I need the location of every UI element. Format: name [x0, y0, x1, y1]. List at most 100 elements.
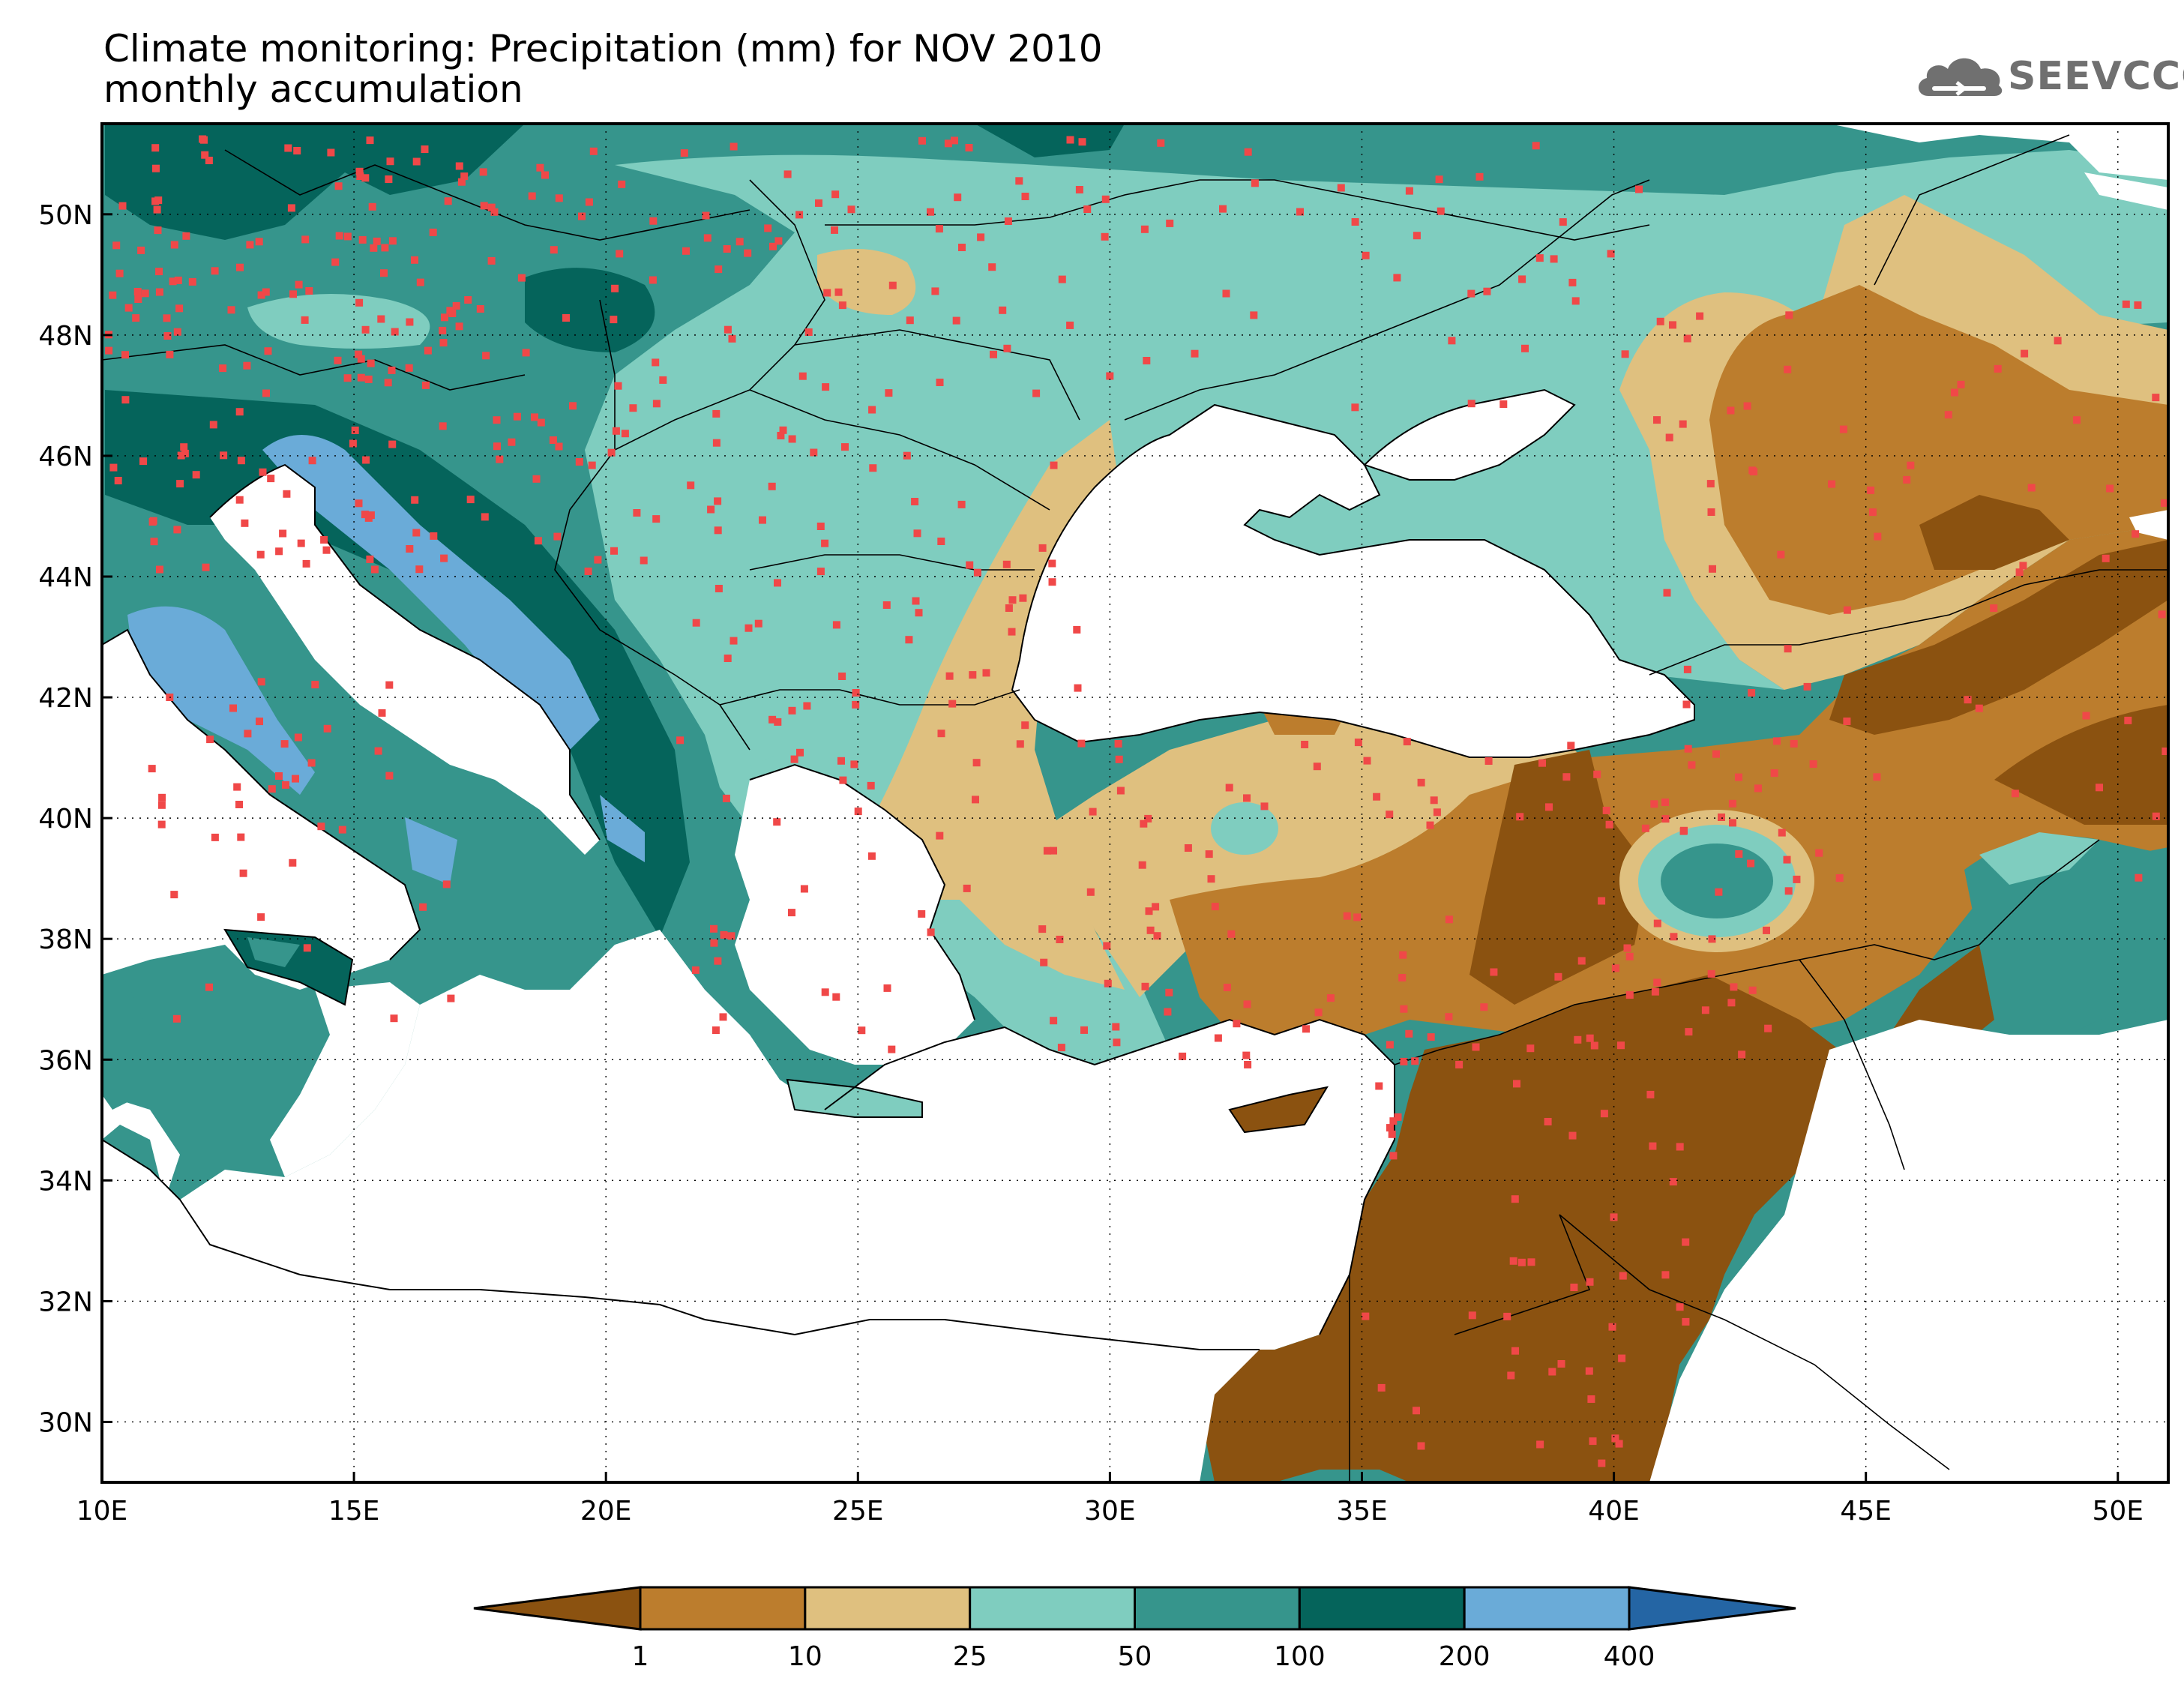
station-dot	[292, 775, 299, 783]
station-dot	[1535, 254, 1544, 262]
station-dot	[256, 550, 265, 559]
station-dot	[2019, 562, 2027, 570]
station-dot	[331, 258, 340, 266]
station-dot	[355, 298, 364, 307]
station-dot	[1417, 1442, 1425, 1450]
station-dot	[384, 379, 392, 387]
station-dot	[181, 449, 189, 457]
station-dot	[1706, 480, 1715, 488]
station-dot	[361, 325, 370, 334]
station-dot	[714, 497, 722, 505]
station-dot	[528, 192, 536, 200]
station-dot	[1509, 1257, 1517, 1265]
station-dot	[1138, 861, 1146, 869]
station-dot	[1413, 1407, 1420, 1415]
station-dot	[1784, 365, 1792, 373]
station-dot	[911, 498, 919, 505]
station-dot	[1078, 138, 1086, 146]
station-dot	[1669, 1178, 1677, 1186]
station-dot	[954, 193, 962, 202]
station-dot	[302, 559, 310, 568]
station-dot	[712, 1026, 720, 1034]
station-dot	[1448, 337, 1456, 345]
station-dot	[1140, 225, 1149, 233]
station-dot	[2011, 790, 2019, 798]
station-dot	[1243, 1000, 1251, 1008]
station-dot	[2054, 337, 2062, 345]
station-dot	[1944, 411, 1952, 419]
station-dot	[1727, 406, 1735, 415]
station-dot	[320, 536, 328, 544]
station-dot	[241, 519, 249, 527]
station-dot	[1038, 925, 1047, 933]
station-dot	[1571, 297, 1580, 305]
station-dot	[1621, 350, 1629, 358]
station-dot	[301, 235, 310, 244]
station-dot	[773, 818, 781, 826]
station-dot	[2106, 484, 2114, 493]
station-dot	[1377, 1383, 1386, 1392]
station-dot	[1157, 139, 1165, 147]
station-dot	[294, 733, 302, 742]
station-dot	[712, 409, 721, 418]
station-dot	[1101, 232, 1109, 241]
station-dot	[744, 249, 752, 257]
station-dot	[1507, 1371, 1515, 1380]
station-dot	[1574, 1035, 1582, 1044]
station-dot	[1625, 952, 1634, 960]
station-dot	[412, 157, 421, 166]
station-dot	[1653, 919, 1661, 927]
station-dot	[594, 556, 602, 564]
station-dot	[246, 241, 254, 249]
station-dot	[388, 440, 397, 448]
station-dot	[1707, 969, 1715, 978]
coastlines	[102, 134, 2168, 1482]
station-dot	[390, 1014, 398, 1023]
station-dot	[1536, 1440, 1544, 1449]
station-dot	[163, 332, 172, 340]
station-dot	[927, 928, 935, 936]
station-dot	[1005, 604, 1013, 612]
station-dot	[237, 833, 245, 841]
station-dot	[1251, 179, 1259, 187]
station-dot	[236, 263, 244, 271]
station-dot	[1386, 1124, 1394, 1132]
station-dot	[1748, 986, 1757, 994]
station-dot	[305, 287, 313, 295]
station-dot	[958, 244, 966, 251]
station-dot	[289, 290, 297, 298]
station-dot	[1682, 1238, 1690, 1246]
station-dot	[2134, 301, 2142, 309]
station-dot	[1743, 402, 1751, 410]
station-dot	[317, 823, 325, 831]
station-dot	[1445, 1013, 1453, 1021]
y-tick-label: 32N	[38, 1287, 93, 1317]
x-tick-label: 15E	[328, 1496, 380, 1527]
station-dot	[1302, 1025, 1310, 1033]
station-dot	[1103, 942, 1111, 950]
station-dot	[1532, 142, 1540, 150]
station-dot	[1778, 829, 1786, 837]
station-dot	[868, 406, 876, 414]
station-dot	[323, 724, 331, 733]
station-dot	[963, 884, 971, 892]
station-dot	[1472, 1043, 1480, 1051]
station-dot	[513, 412, 521, 421]
station-dot	[466, 496, 475, 504]
station-dot	[257, 678, 265, 686]
station-dot	[370, 565, 379, 574]
station-dot	[256, 718, 263, 726]
station-dot	[1043, 846, 1051, 855]
station-dot	[1191, 349, 1199, 358]
station-dot	[1386, 811, 1394, 819]
station-dot	[2122, 300, 2130, 308]
station-dot	[1518, 275, 1526, 283]
station-dot	[973, 568, 981, 577]
legend-colorbar: 1 10 25 50 100 200 400	[473, 1586, 1796, 1672]
station-dot	[137, 246, 145, 254]
station-dot	[124, 304, 133, 312]
station-dot	[1708, 935, 1716, 943]
station-dot	[373, 237, 381, 245]
station-dot	[177, 451, 185, 460]
station-dot	[1499, 400, 1508, 408]
